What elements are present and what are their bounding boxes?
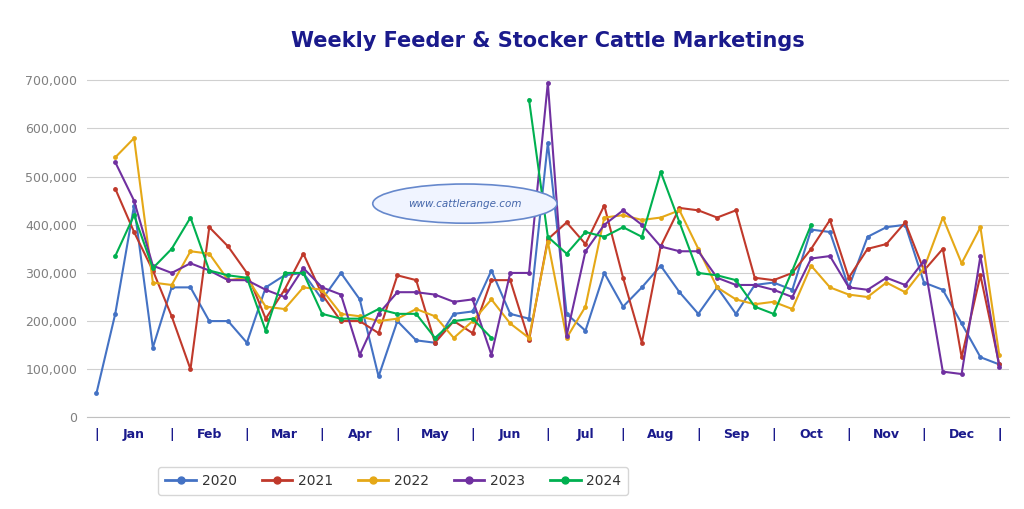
Text: Sep: Sep bbox=[723, 428, 750, 441]
Text: |: | bbox=[94, 428, 98, 441]
Text: |: | bbox=[470, 428, 475, 441]
Text: Jan: Jan bbox=[123, 428, 145, 441]
Legend: 2020, 2021, 2022, 2023, 2024: 2020, 2021, 2022, 2023, 2024 bbox=[159, 467, 628, 495]
Text: |: | bbox=[771, 428, 776, 441]
Text: |: | bbox=[621, 428, 626, 441]
Text: Jul: Jul bbox=[577, 428, 594, 441]
Ellipse shape bbox=[373, 184, 557, 223]
Text: |: | bbox=[546, 428, 550, 441]
Text: www.cattlerange.com: www.cattlerange.com bbox=[409, 199, 521, 209]
Text: |: | bbox=[997, 428, 1001, 441]
Text: Nov: Nov bbox=[872, 428, 900, 441]
Text: |: | bbox=[319, 428, 325, 441]
Text: Feb: Feb bbox=[197, 428, 222, 441]
Text: |: | bbox=[847, 428, 851, 441]
Title: Weekly Feeder & Stocker Cattle Marketings: Weekly Feeder & Stocker Cattle Marketing… bbox=[291, 31, 805, 51]
Text: Aug: Aug bbox=[647, 428, 675, 441]
Text: May: May bbox=[421, 428, 450, 441]
Text: |: | bbox=[395, 428, 399, 441]
Text: Jun: Jun bbox=[499, 428, 521, 441]
Text: |: | bbox=[997, 428, 1001, 441]
Text: |: | bbox=[245, 428, 249, 441]
Text: |: | bbox=[922, 428, 927, 441]
Text: Oct: Oct bbox=[799, 428, 823, 441]
Text: Mar: Mar bbox=[271, 428, 298, 441]
Text: Apr: Apr bbox=[347, 428, 372, 441]
Text: |: | bbox=[696, 428, 700, 441]
Text: |: | bbox=[169, 428, 174, 441]
Text: Dec: Dec bbox=[948, 428, 975, 441]
